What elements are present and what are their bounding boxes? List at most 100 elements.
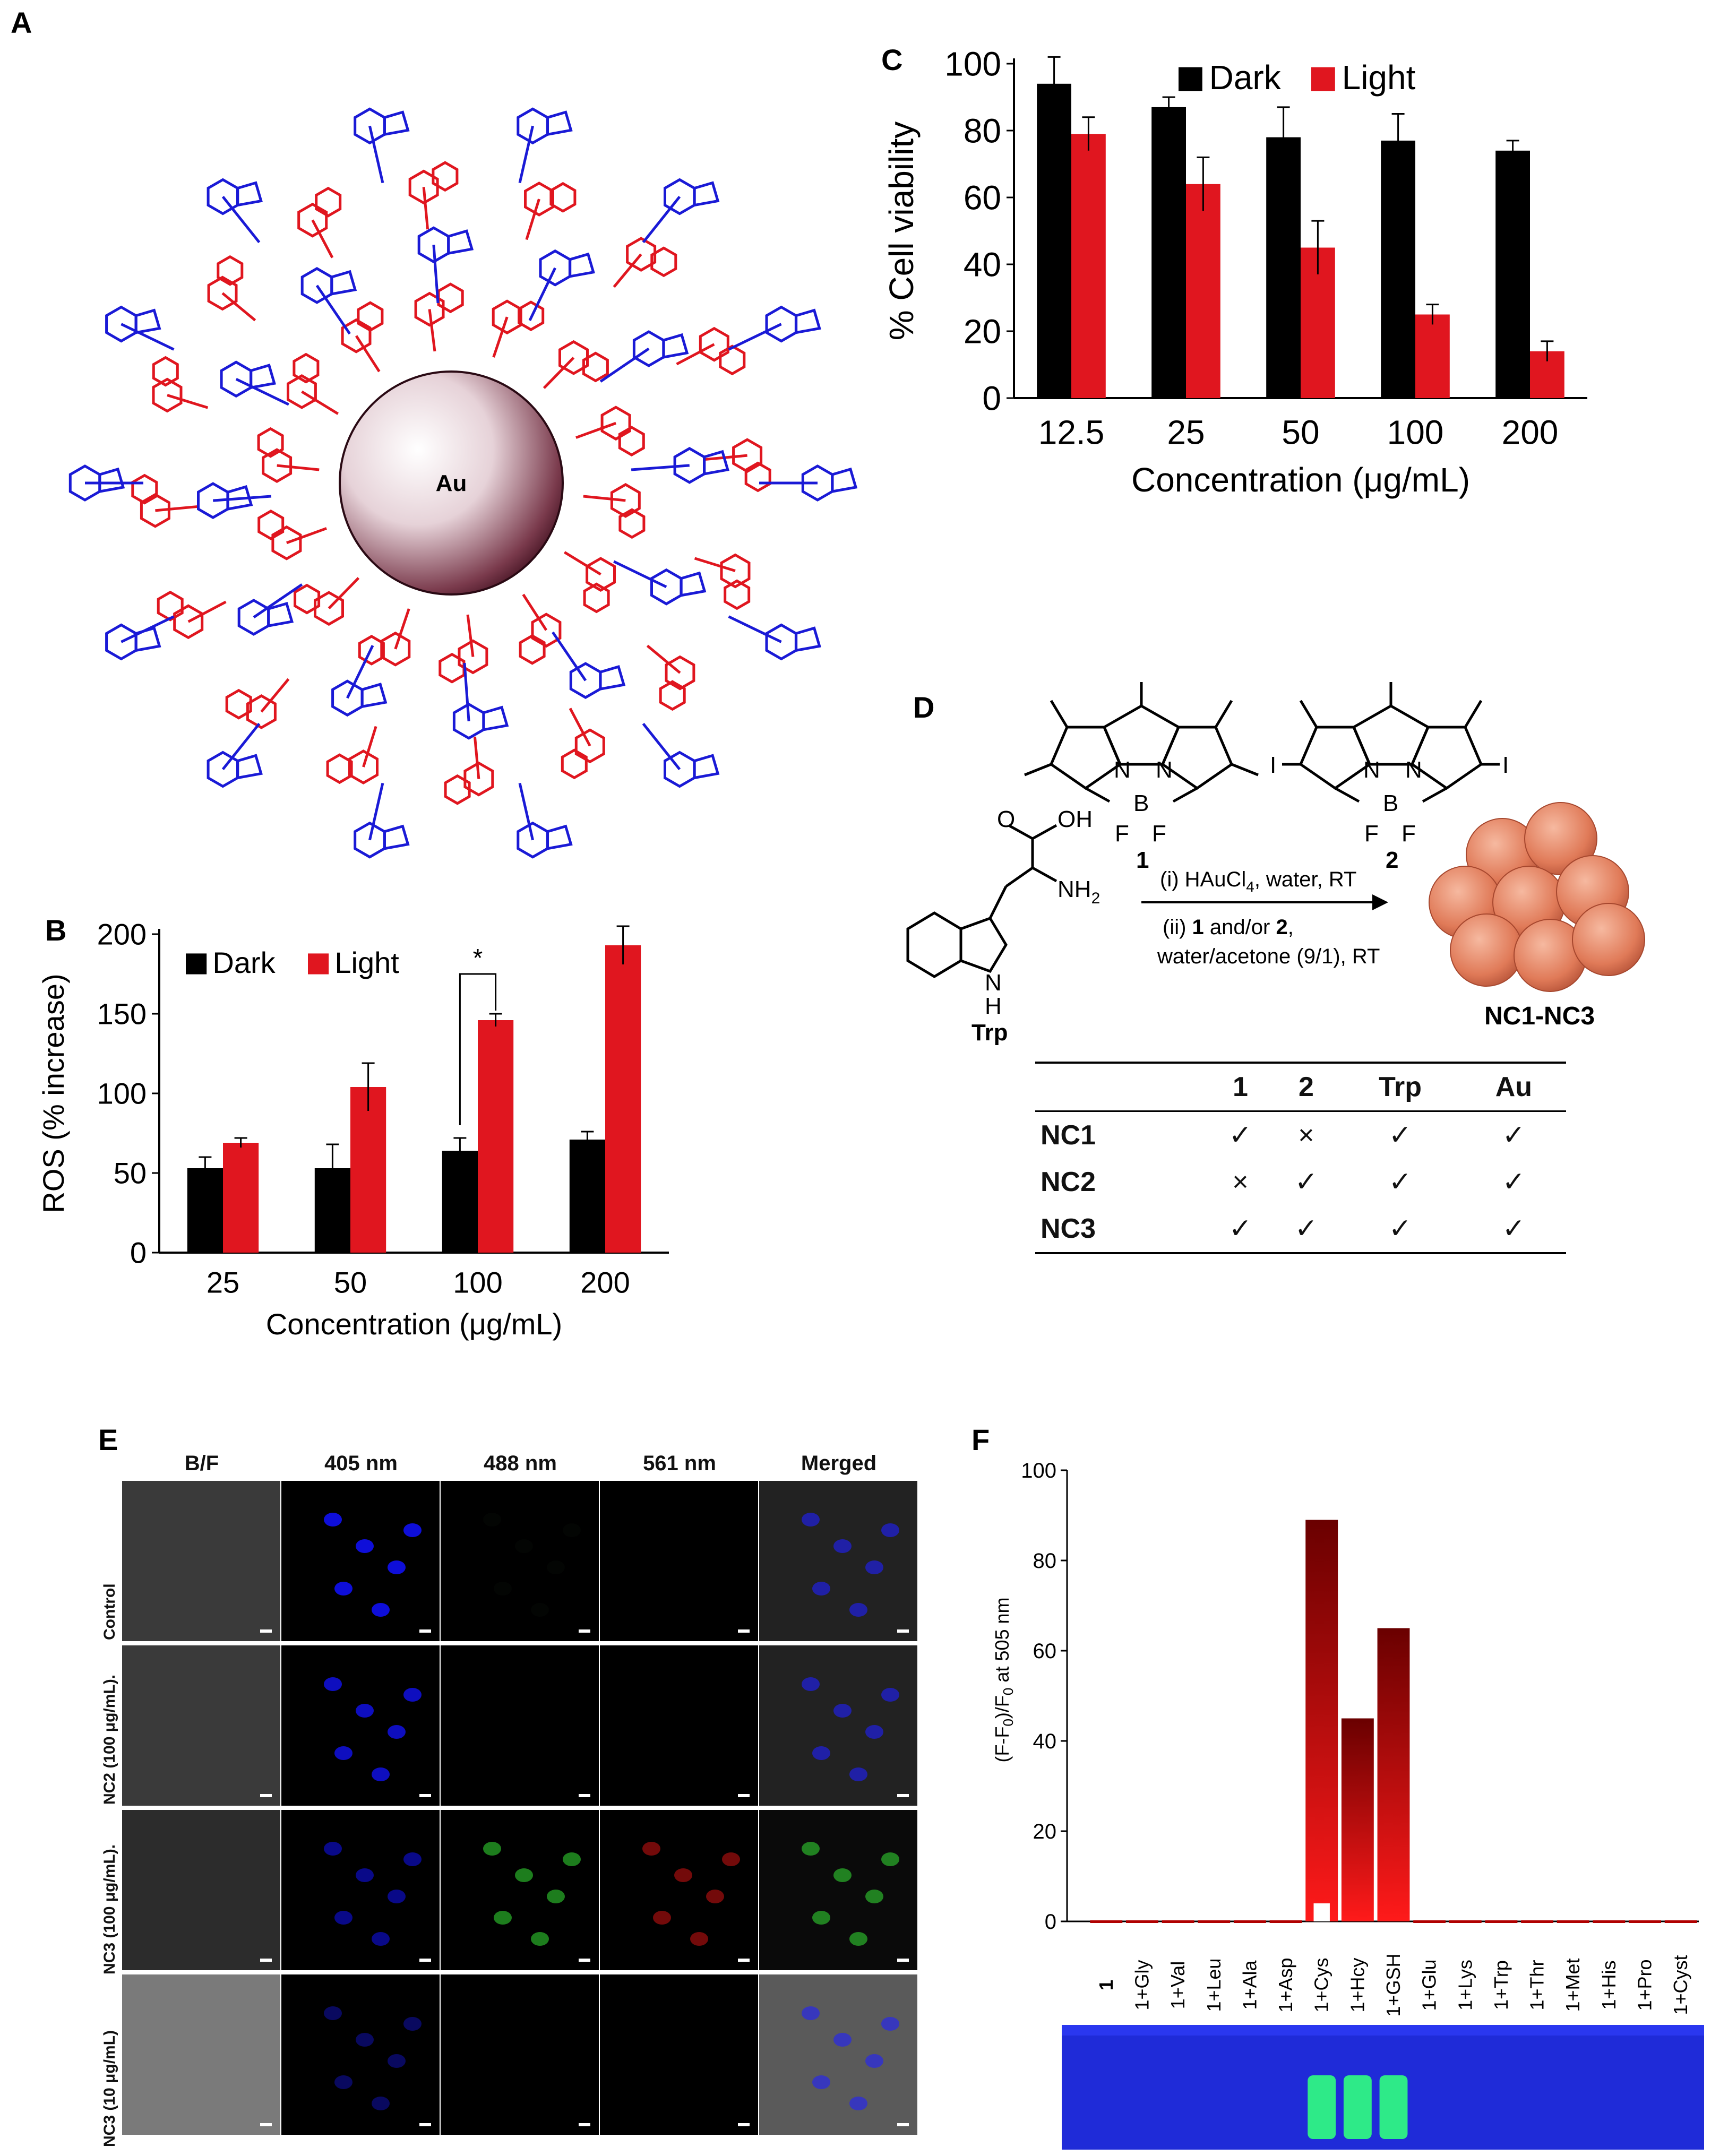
cell-nucleus [334, 1911, 352, 1925]
y-tick-label: 100 [1021, 1459, 1056, 1482]
compound-2-f1: F [1364, 821, 1379, 847]
scale-bar [579, 1629, 590, 1633]
cell-nucleus [881, 2017, 899, 2031]
compound-2-structure [1282, 682, 1500, 803]
trp-h: H [985, 993, 1002, 1019]
bodipy-linker [362, 726, 377, 767]
bodipy-ring [665, 655, 695, 691]
significance-bracket [459, 973, 497, 1125]
gold-core [339, 370, 564, 596]
bar-light [1415, 314, 1450, 398]
bodipy-linker [422, 187, 429, 230]
fluorescent-vial [1343, 2075, 1372, 2139]
tryptophan-pyrrole [662, 333, 689, 359]
cell-nucleus [849, 1932, 867, 1946]
x-tick-label: 1+GSH [1382, 1953, 1404, 2016]
legend-label: Light [334, 946, 399, 979]
tryptophan-linker [631, 464, 690, 471]
y-tick-label: 40 [1033, 1730, 1057, 1753]
microscopy-col-header: 405 nm [324, 1452, 398, 1475]
tryptophan-pyrrole [831, 467, 858, 493]
bodipy-ring [357, 301, 384, 332]
tryptophan-pyrrole [330, 270, 357, 296]
panel-label-c: C [881, 43, 903, 76]
bodipy-ring [432, 161, 459, 192]
bar [1162, 1920, 1194, 1923]
x-tick-label: 200 [1502, 413, 1559, 451]
cell-nucleus [403, 1523, 422, 1537]
cell-nucleus [833, 1868, 852, 1882]
cell-nucleus [881, 1523, 899, 1537]
bar [1198, 1920, 1231, 1923]
bodipy-ring [531, 613, 562, 648]
bodipy-ring [610, 483, 641, 518]
bar [1341, 1718, 1374, 1921]
tryptophan-ring [765, 305, 797, 343]
bar-light [223, 1143, 259, 1253]
scale-bar [260, 1794, 272, 1797]
bodipy-ring [582, 351, 609, 383]
y-tick-label: 40 [964, 245, 1001, 283]
scale-bar [897, 2123, 909, 2126]
merged-image [759, 1810, 917, 1970]
bodipy-ring [257, 427, 284, 458]
cell-nucleus [706, 1890, 724, 1903]
x-tick-label: 1+Pro [1634, 1959, 1656, 2011]
bodipy-linker [646, 644, 681, 674]
cell-nucleus [849, 2097, 867, 2110]
y-tick-label: 60 [964, 178, 1001, 217]
bodipy-ring [561, 748, 588, 780]
tryptophan-linker [728, 323, 782, 351]
cell-nucleus [833, 1539, 852, 1553]
scale-bar [897, 1794, 909, 1797]
channel-405-image [281, 1974, 440, 2135]
gold-core-label: Au [436, 470, 467, 496]
bar-dark [1151, 107, 1186, 398]
scale-bar [419, 2123, 431, 2126]
cell-nucleus [653, 1911, 671, 1925]
bodipy-ring [574, 728, 605, 764]
tryptophan-linker [518, 125, 534, 184]
bar [1521, 1920, 1554, 1923]
table-header-cell: Trp [1339, 1062, 1461, 1112]
bodipy-ring [358, 635, 385, 666]
tryptophan-pyrrole [360, 683, 388, 709]
cell-nucleus [372, 1932, 390, 1946]
cell-nucleus [812, 1582, 830, 1596]
bar-dark [569, 1140, 605, 1253]
bodipy-linker [286, 527, 327, 545]
bodipy-linker [311, 219, 334, 258]
scale-bar [579, 2123, 590, 2126]
microscopy-row-label: NC2 (100 μg/mL). [101, 1674, 118, 1805]
scale-bar [897, 1629, 909, 1633]
nanocluster-schematic: Au [68, 107, 858, 859]
tryptophan-pyrrole [795, 308, 821, 334]
bodipy-linker [466, 614, 475, 657]
tryptophan-ring [765, 623, 797, 661]
bodipy-ring [492, 299, 522, 335]
scale-bar [738, 1794, 750, 1797]
trp-n: N [985, 970, 1002, 996]
bodipy-ring [157, 590, 184, 622]
bar-dark [442, 1151, 478, 1253]
bodipy-ring [463, 761, 494, 797]
cell-nucleus [403, 2017, 422, 2031]
reaction-step-2-line-1: (ii) 1 and/or 2, [1163, 916, 1294, 939]
merged-image [759, 1481, 917, 1641]
bodipy-linker [187, 600, 227, 623]
bodipy-linker [155, 505, 198, 512]
scale-bar [419, 1959, 431, 1962]
bodipy-ring [408, 169, 439, 205]
bodipy-ring [341, 318, 372, 353]
fluorescent-vial [1308, 2075, 1336, 2139]
cell-nucleus [849, 1767, 867, 1781]
bodipy-ring [414, 291, 445, 327]
bodipy-ring [439, 652, 466, 684]
bodipy-linker [277, 464, 320, 471]
fluorescence-selectivity-chart: 0 20 40 60 80 100 (F-F0)/F0 at 505 nm 1 1+Gly 1+V… [991, 1459, 1704, 2150]
microscopy-row-label: NC3 (100 μg/mL). [101, 1844, 118, 1974]
microscopy-col-header: Merged [801, 1452, 877, 1475]
product-label: NC1-NC3 [1484, 1002, 1595, 1030]
legend-label: Dark [1209, 58, 1282, 97]
cell-nucleus [865, 1560, 883, 1574]
